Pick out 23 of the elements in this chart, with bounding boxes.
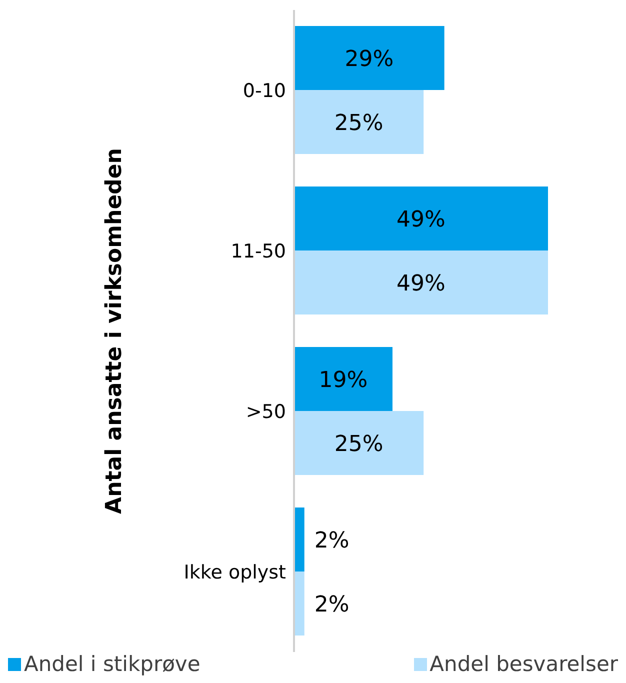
bar <box>294 347 392 412</box>
data-label: 2% <box>314 592 350 618</box>
y-tick-label: 11-50 <box>230 240 286 262</box>
data-label: 49% <box>396 207 446 232</box>
bar <box>294 90 424 154</box>
data-label: 25% <box>334 110 384 136</box>
y-tick-label: 0-10 <box>242 80 286 102</box>
data-label: 19% <box>318 368 368 393</box>
bar <box>294 250 548 315</box>
y-axis-title: Antal ansatte i virksomheden <box>102 148 127 514</box>
y-tick-label: >50 <box>246 400 286 423</box>
data-label: 49% <box>396 271 446 296</box>
bar <box>294 186 548 251</box>
bar <box>294 572 304 636</box>
data-label: 29% <box>344 46 394 72</box>
bar <box>294 26 444 90</box>
y-tick-label: Ikke oplyst <box>184 561 286 584</box>
data-label: 25% <box>334 432 384 457</box>
legend-label: Andel besvarelser <box>428 652 618 676</box>
data-label: 2% <box>314 528 350 554</box>
bar <box>294 411 424 476</box>
bar <box>294 508 304 572</box>
legend-label: Andel i stikprøve <box>23 652 200 676</box>
